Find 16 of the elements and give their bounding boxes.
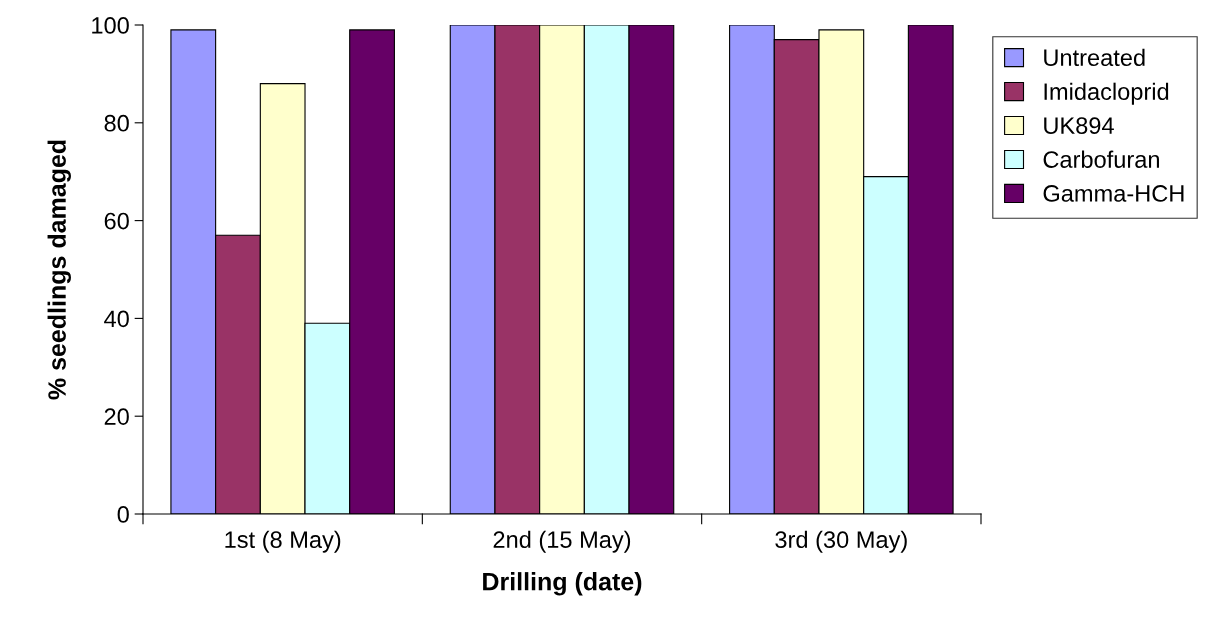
legend-label: Carbofuran: [1043, 150, 1159, 168]
x-tick-label: 1st (8 May): [225, 530, 341, 553]
legend-label: Gamma-HCH: [1043, 185, 1184, 202]
y-tick-label: 80: [104, 114, 129, 132]
y-tick-label: 20: [104, 408, 129, 425]
y-tick-label: 100: [92, 17, 129, 34]
legend-label: Untreated: [1044, 48, 1145, 67]
y-tick-label: 60: [104, 212, 129, 230]
x-tick-label: 2nd (15 May): [493, 530, 631, 553]
legend-label: Imidacloprid: [1044, 82, 1169, 105]
y-tick-label: 0: [117, 506, 129, 523]
y-axis-title: % seedlings damaged: [47, 140, 71, 400]
x-tick-label: 3rd (30 May): [775, 530, 907, 553]
y-tick-label: 40: [104, 310, 129, 328]
x-axis-title: Drilling (date): [483, 572, 642, 596]
legend-label: UK894: [1044, 117, 1114, 134]
